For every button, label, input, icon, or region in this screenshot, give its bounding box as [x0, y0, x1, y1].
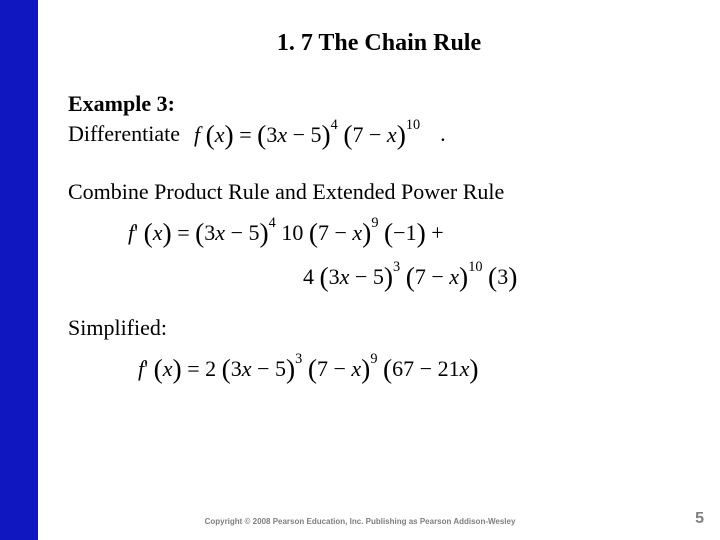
- simplified-label: Simplified:: [68, 315, 690, 341]
- differentiate-label: Differentiate: [68, 121, 180, 147]
- equation-given: f (x) = (3x − 5)4 (7 − x)10: [194, 117, 420, 151]
- copyright-footer: Copyright © 2008 Pearson Education, Inc.…: [0, 517, 720, 526]
- equation-derivative-line1: f' (x) = (3x − 5)4 10 (7 − x)9 (−1) +: [128, 215, 690, 249]
- left-accent-bar: [0, 0, 38, 540]
- slide-content: 1. 7 The Chain Rule Example 3: Different…: [38, 0, 720, 540]
- example-label: Example 3:: [68, 91, 690, 117]
- period: .: [440, 121, 446, 147]
- differentiate-line: Differentiate f (x) = (3x − 5)4 (7 − x)1…: [68, 117, 690, 151]
- combine-line: Combine Product Rule and Extended Power …: [68, 179, 690, 205]
- equation-derivative-line2: 4 (3x − 5)3 (7 − x)10 (3): [303, 259, 690, 293]
- equation-simplified: f' (x) = 2 (3x − 5)3 (7 − x)9 (67 − 21x): [138, 351, 690, 385]
- page-number: 5: [695, 510, 704, 528]
- slide-title: 1. 7 The Chain Rule: [68, 30, 690, 57]
